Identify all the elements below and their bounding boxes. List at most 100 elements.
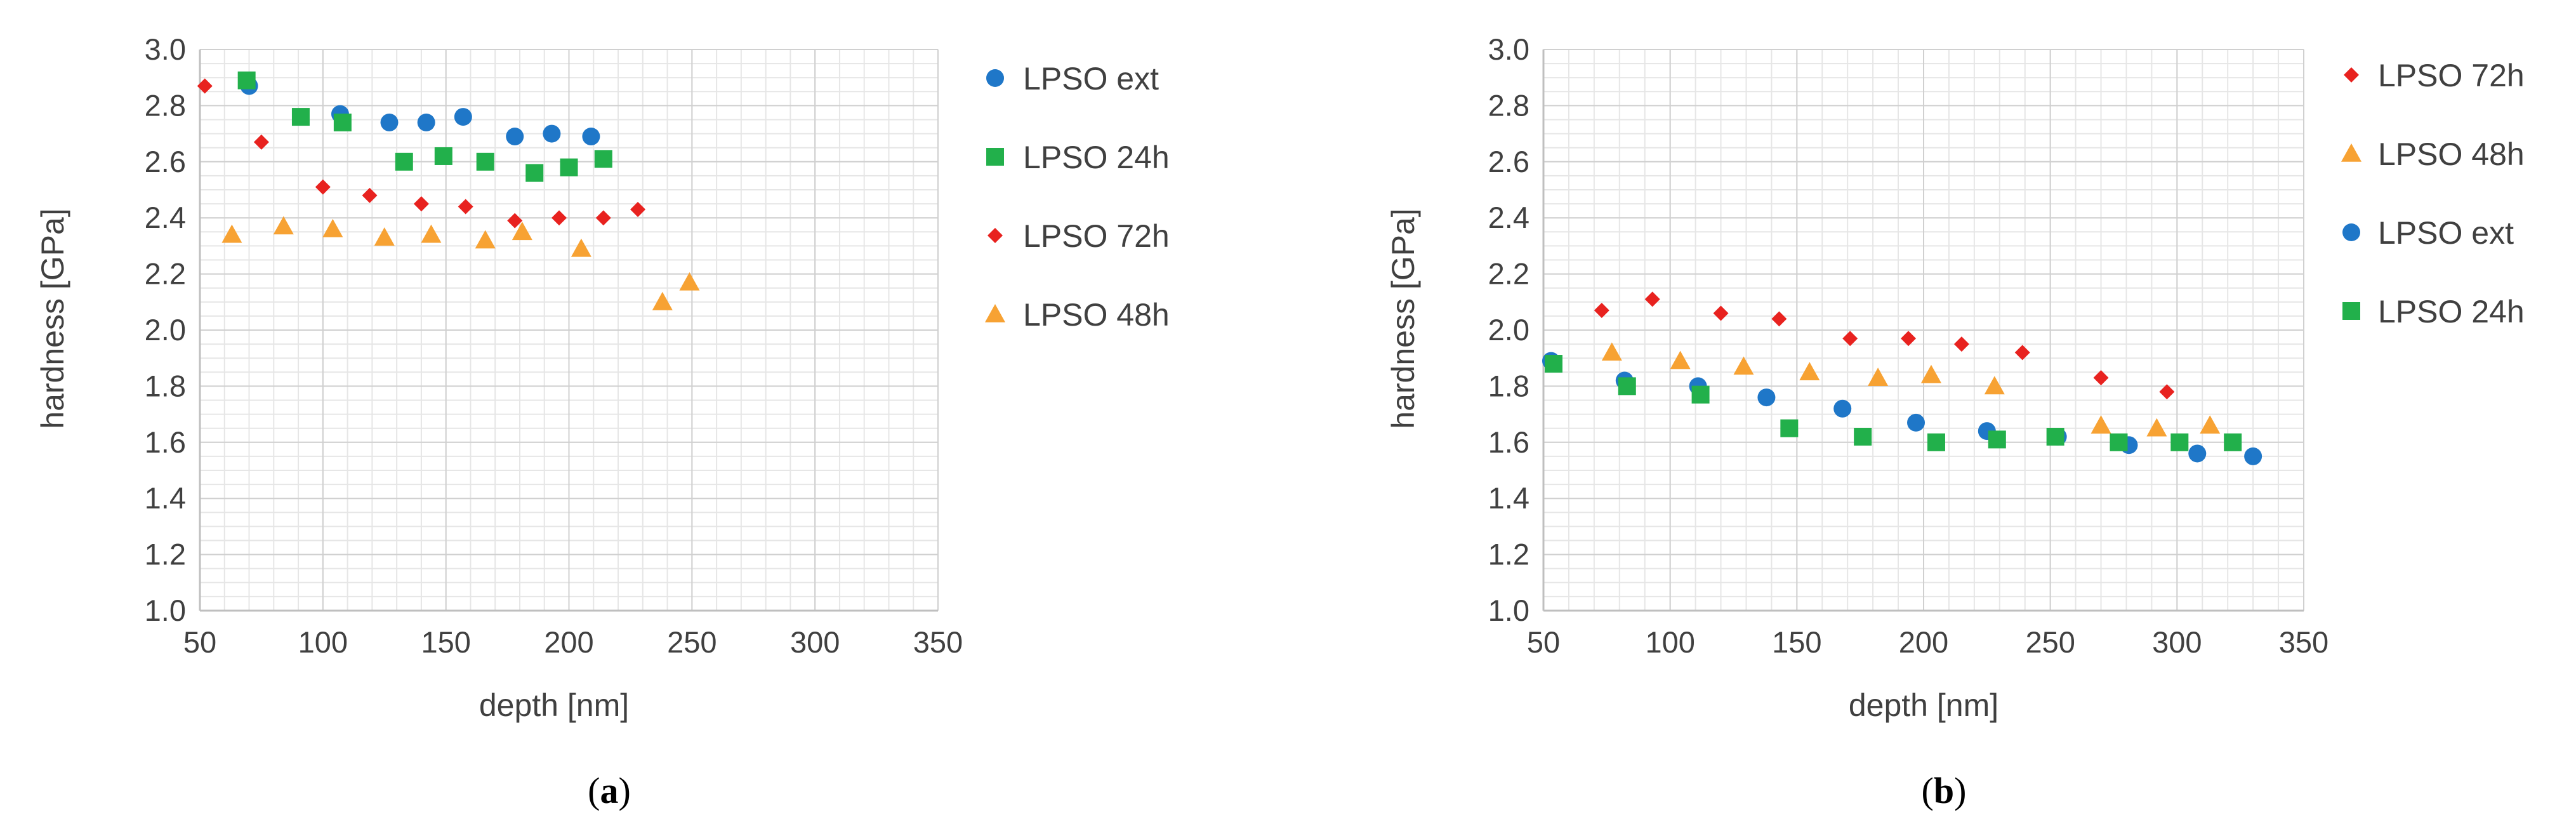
- y-tick-label: 2.8: [145, 88, 186, 122]
- data-point-lpso-24h-b: [1927, 433, 1945, 451]
- x-tick-label: 150: [421, 625, 470, 659]
- legend-label-lpso-24h: LPSO 24h: [2378, 294, 2525, 329]
- y-tick-label: 3.0: [145, 32, 186, 66]
- legend-marker-lpso-24h: [2342, 302, 2360, 320]
- data-point-lpso-24h-b: [1988, 430, 2006, 449]
- y-tick-label: 1.2: [145, 538, 186, 571]
- data-point-lpso-48h-a: [374, 227, 395, 246]
- legend-marker-lpso-48h: [985, 304, 1005, 322]
- data-point-lpso-48h-b: [1670, 350, 1691, 369]
- y-axis-title-b: hardness [GPa]: [1385, 208, 1421, 428]
- data-point-lpso-48h-a: [421, 224, 442, 243]
- data-point-lpso-ext-b: [2188, 444, 2207, 463]
- data-point-lpso-ext-a: [506, 128, 524, 146]
- plot-area-b: [1542, 291, 2262, 465]
- data-point-lpso-48h-a: [679, 272, 700, 291]
- y-tick-label: 2.6: [145, 145, 186, 178]
- legend-label-lpso-48h: LPSO 48h: [1023, 297, 1170, 333]
- y-tick-label: 2.2: [1488, 257, 1529, 291]
- data-point-lpso-48h-a: [322, 218, 343, 237]
- x-tick-label: 200: [544, 625, 593, 659]
- data-point-lpso-72h-b: [1644, 291, 1660, 307]
- data-point-lpso-24h-b: [2224, 433, 2242, 451]
- caption-letter-a: a: [600, 770, 619, 811]
- legend-marker-lpso-ext: [2342, 223, 2360, 241]
- y-tick-label: 3.0: [1488, 32, 1529, 66]
- y-tick-label: 1.4: [1488, 481, 1529, 515]
- x-tick-label: 200: [1899, 625, 1948, 659]
- y-tick-label: 2.8: [1488, 88, 1529, 122]
- data-point-lpso-24h-a: [291, 108, 310, 126]
- data-point-lpso-24h-a: [525, 164, 544, 182]
- legend-marker-lpso-72h: [2344, 67, 2359, 83]
- y-tick-label: 2.2: [145, 257, 186, 291]
- data-point-lpso-48h-b: [2146, 418, 2167, 437]
- data-point-lpso-48h-a: [571, 238, 591, 257]
- legend-label-lpso-48h: LPSO 48h: [2378, 136, 2525, 172]
- x-tick-label: 300: [2152, 625, 2202, 659]
- data-point-lpso-48h-b: [1984, 376, 2005, 395]
- y-tick-label: 2.0: [145, 313, 186, 347]
- x-tick-label: 100: [1645, 625, 1694, 659]
- data-point-lpso-72h-a: [413, 196, 429, 212]
- data-point-lpso-48h-a: [221, 224, 242, 243]
- data-point-lpso-72h-a: [507, 213, 523, 229]
- data-point-lpso-72h-a: [315, 179, 331, 195]
- data-point-lpso-24h-a: [333, 113, 352, 131]
- data-point-lpso-48h-b: [1920, 364, 1941, 383]
- data-point-lpso-24h-b: [1544, 355, 1562, 373]
- data-point-lpso-48h-a: [512, 222, 532, 241]
- legend-marker-lpso-48h: [2341, 143, 2361, 162]
- data-point-lpso-24h-b: [1691, 385, 1710, 404]
- chart-panel-a: 50 100 150 200 250 300 350 1.0 1.2 1.4 1.6 1.8 2.0 2.…: [35, 32, 1170, 811]
- y-tick-label: 1.8: [145, 369, 186, 402]
- data-point-lpso-72h-b: [1842, 331, 1858, 347]
- x-tick-label: 300: [790, 625, 840, 659]
- grid-b: [1543, 49, 2304, 611]
- y-tick-label: 1.0: [1488, 594, 1529, 627]
- data-point-lpso-ext-a: [454, 108, 472, 126]
- data-point-lpso-24h-b: [2110, 433, 2128, 451]
- data-point-lpso-24h-a: [237, 71, 256, 90]
- data-point-lpso-48h-b: [1733, 356, 1754, 375]
- data-point-lpso-72h-b: [1953, 336, 1969, 352]
- data-point-lpso-24h-a: [395, 152, 413, 171]
- data-point-lpso-48h-a: [652, 291, 673, 310]
- data-point-lpso-ext-a: [417, 113, 435, 131]
- y-tick-label: 1.6: [145, 425, 186, 459]
- legend-label-lpso-ext: LPSO ext: [2378, 215, 2514, 251]
- data-point-lpso-ext-b: [1757, 388, 1776, 407]
- y-tick-label: 1.4: [145, 481, 186, 515]
- data-point-lpso-72h-a: [595, 210, 611, 226]
- caption-a: (a): [588, 770, 631, 811]
- caption-letter-b: b: [1934, 770, 1954, 811]
- data-point-lpso-72h-a: [362, 187, 378, 203]
- y-axis-title-a: hardness [GPa]: [35, 208, 70, 428]
- legend-a: LPSO ext LPSO 24h LPSO 72h LPSO 48h: [985, 61, 1170, 333]
- y-tick-label: 1.6: [1488, 425, 1529, 459]
- data-point-lpso-24h-b: [2170, 433, 2189, 451]
- data-point-lpso-24h-b: [1780, 419, 1799, 437]
- axes-a: 50 100 150 200 250 300 350 1.0 1.2 1.4 1.6 1.8 2.0 2.…: [145, 32, 963, 659]
- x-tick-label: 250: [2025, 625, 2075, 659]
- data-point-lpso-24h-a: [560, 158, 578, 176]
- data-point-lpso-72h-b: [1901, 331, 1917, 347]
- data-point-lpso-72h-a: [458, 199, 473, 215]
- legend-label-lpso-24h: LPSO 24h: [1023, 140, 1170, 175]
- y-tick-label: 1.0: [145, 594, 186, 627]
- axes-b: 50 100 150 200 250 300 350 1.0 1.2 1.4 1.6 1.8 2.0 2.…: [1488, 32, 2329, 659]
- data-point-lpso-72h-b: [2014, 345, 2030, 361]
- data-point-lpso-ext-a: [582, 128, 600, 146]
- data-point-lpso-48h-a: [273, 216, 294, 235]
- data-point-lpso-48h-b: [2200, 415, 2221, 434]
- legend-label-lpso-72h: LPSO 72h: [2378, 58, 2525, 93]
- data-point-lpso-72h-a: [197, 78, 213, 94]
- y-tick-label: 2.4: [145, 201, 186, 234]
- data-point-lpso-48h-b: [1601, 342, 1622, 361]
- data-point-lpso-72h-b: [2159, 384, 2175, 400]
- data-point-lpso-ext-a: [543, 124, 561, 143]
- data-point-lpso-72h-a: [253, 134, 269, 150]
- legend-b: LPSO 72h LPSO 48h LPSO ext LPSO 24h: [2341, 58, 2525, 329]
- data-point-lpso-48h-b: [2091, 415, 2111, 434]
